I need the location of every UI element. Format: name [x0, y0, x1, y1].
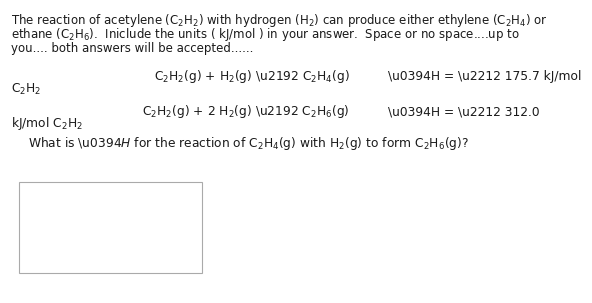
FancyBboxPatch shape — [19, 182, 202, 273]
Text: ethane ($\mathregular{C_2H_6}$).  Iniclude the units ( kJ/mol ) in your answer. : ethane ($\mathregular{C_2H_6}$). Iniclud… — [11, 26, 519, 43]
Text: \u0394H = \u2212 175.7 kJ/mol: \u0394H = \u2212 175.7 kJ/mol — [388, 70, 581, 83]
Text: kJ/mol $\mathregular{C_2H_2}$: kJ/mol $\mathregular{C_2H_2}$ — [11, 115, 82, 132]
Text: \u0394H = \u2212 312.0: \u0394H = \u2212 312.0 — [388, 105, 539, 118]
Text: you.... both answers will be accepted......: you.... both answers will be accepted...… — [11, 42, 253, 55]
Text: $\mathregular{C_2H_2}$(g) + 2 $\mathregular{H_2}$(g) \u2192 $\mathregular{C_2H_6: $\mathregular{C_2H_2}$(g) + 2 $\mathregu… — [142, 103, 350, 120]
Text: What is \u0394$H$ for the reaction of $\mathregular{C_2H_4}$(g) with $\mathregul: What is \u0394$H$ for the reaction of $\… — [28, 135, 469, 152]
Text: $\mathregular{C_2H_2}$(g) + $\mathregular{H_2}$(g) \u2192 $\mathregular{C_2H_4}$: $\mathregular{C_2H_2}$(g) + $\mathregula… — [154, 68, 350, 85]
Text: The reaction of acetylene ($\mathregular{C_2H_2}$) with hydrogen ($\mathregular{: The reaction of acetylene ($\mathregular… — [11, 12, 548, 29]
Text: $\mathregular{C_2H_2}$: $\mathregular{C_2H_2}$ — [11, 82, 41, 97]
